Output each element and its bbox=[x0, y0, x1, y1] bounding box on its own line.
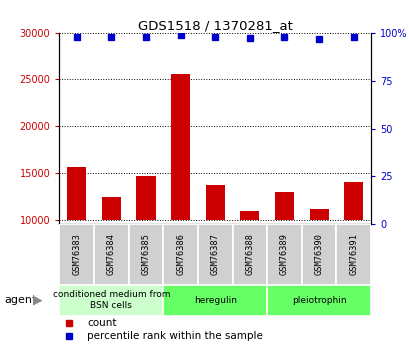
Bar bbox=[301, 224, 336, 285]
Bar bbox=[67, 167, 86, 219]
Text: GSM76384: GSM76384 bbox=[107, 234, 116, 275]
Bar bbox=[128, 224, 163, 285]
Bar bbox=[232, 224, 267, 285]
Text: GSM76383: GSM76383 bbox=[72, 234, 81, 275]
Text: agent: agent bbox=[4, 295, 36, 305]
Text: GSM76385: GSM76385 bbox=[141, 234, 150, 275]
Bar bbox=[267, 224, 301, 285]
Text: GSM76389: GSM76389 bbox=[279, 234, 288, 275]
Bar bbox=[267, 285, 370, 316]
Text: GSM76390: GSM76390 bbox=[314, 234, 323, 275]
Bar bbox=[59, 224, 94, 285]
Bar bbox=[274, 191, 293, 219]
Bar bbox=[171, 74, 190, 219]
Text: ▶: ▶ bbox=[33, 294, 43, 307]
Text: GSM76391: GSM76391 bbox=[348, 234, 357, 275]
Bar bbox=[336, 224, 370, 285]
Bar bbox=[163, 224, 198, 285]
Text: percentile rank within the sample: percentile rank within the sample bbox=[87, 331, 263, 341]
Bar bbox=[101, 197, 121, 219]
Bar bbox=[309, 209, 328, 219]
Text: GSM76386: GSM76386 bbox=[176, 234, 185, 275]
Text: GSM76387: GSM76387 bbox=[210, 234, 219, 275]
Bar bbox=[136, 176, 155, 219]
Text: heregulin: heregulin bbox=[193, 296, 236, 305]
Text: count: count bbox=[87, 318, 117, 328]
Title: GDS1518 / 1370281_at: GDS1518 / 1370281_at bbox=[137, 19, 292, 32]
Text: conditioned medium from
BSN cells: conditioned medium from BSN cells bbox=[52, 290, 170, 310]
Bar bbox=[240, 211, 259, 219]
Text: GSM76388: GSM76388 bbox=[245, 234, 254, 275]
Bar bbox=[163, 285, 267, 316]
Bar bbox=[94, 224, 128, 285]
Bar bbox=[198, 224, 232, 285]
Text: pleiotrophin: pleiotrophin bbox=[291, 296, 346, 305]
Bar bbox=[59, 285, 163, 316]
Bar bbox=[344, 182, 362, 219]
Bar bbox=[205, 185, 224, 219]
